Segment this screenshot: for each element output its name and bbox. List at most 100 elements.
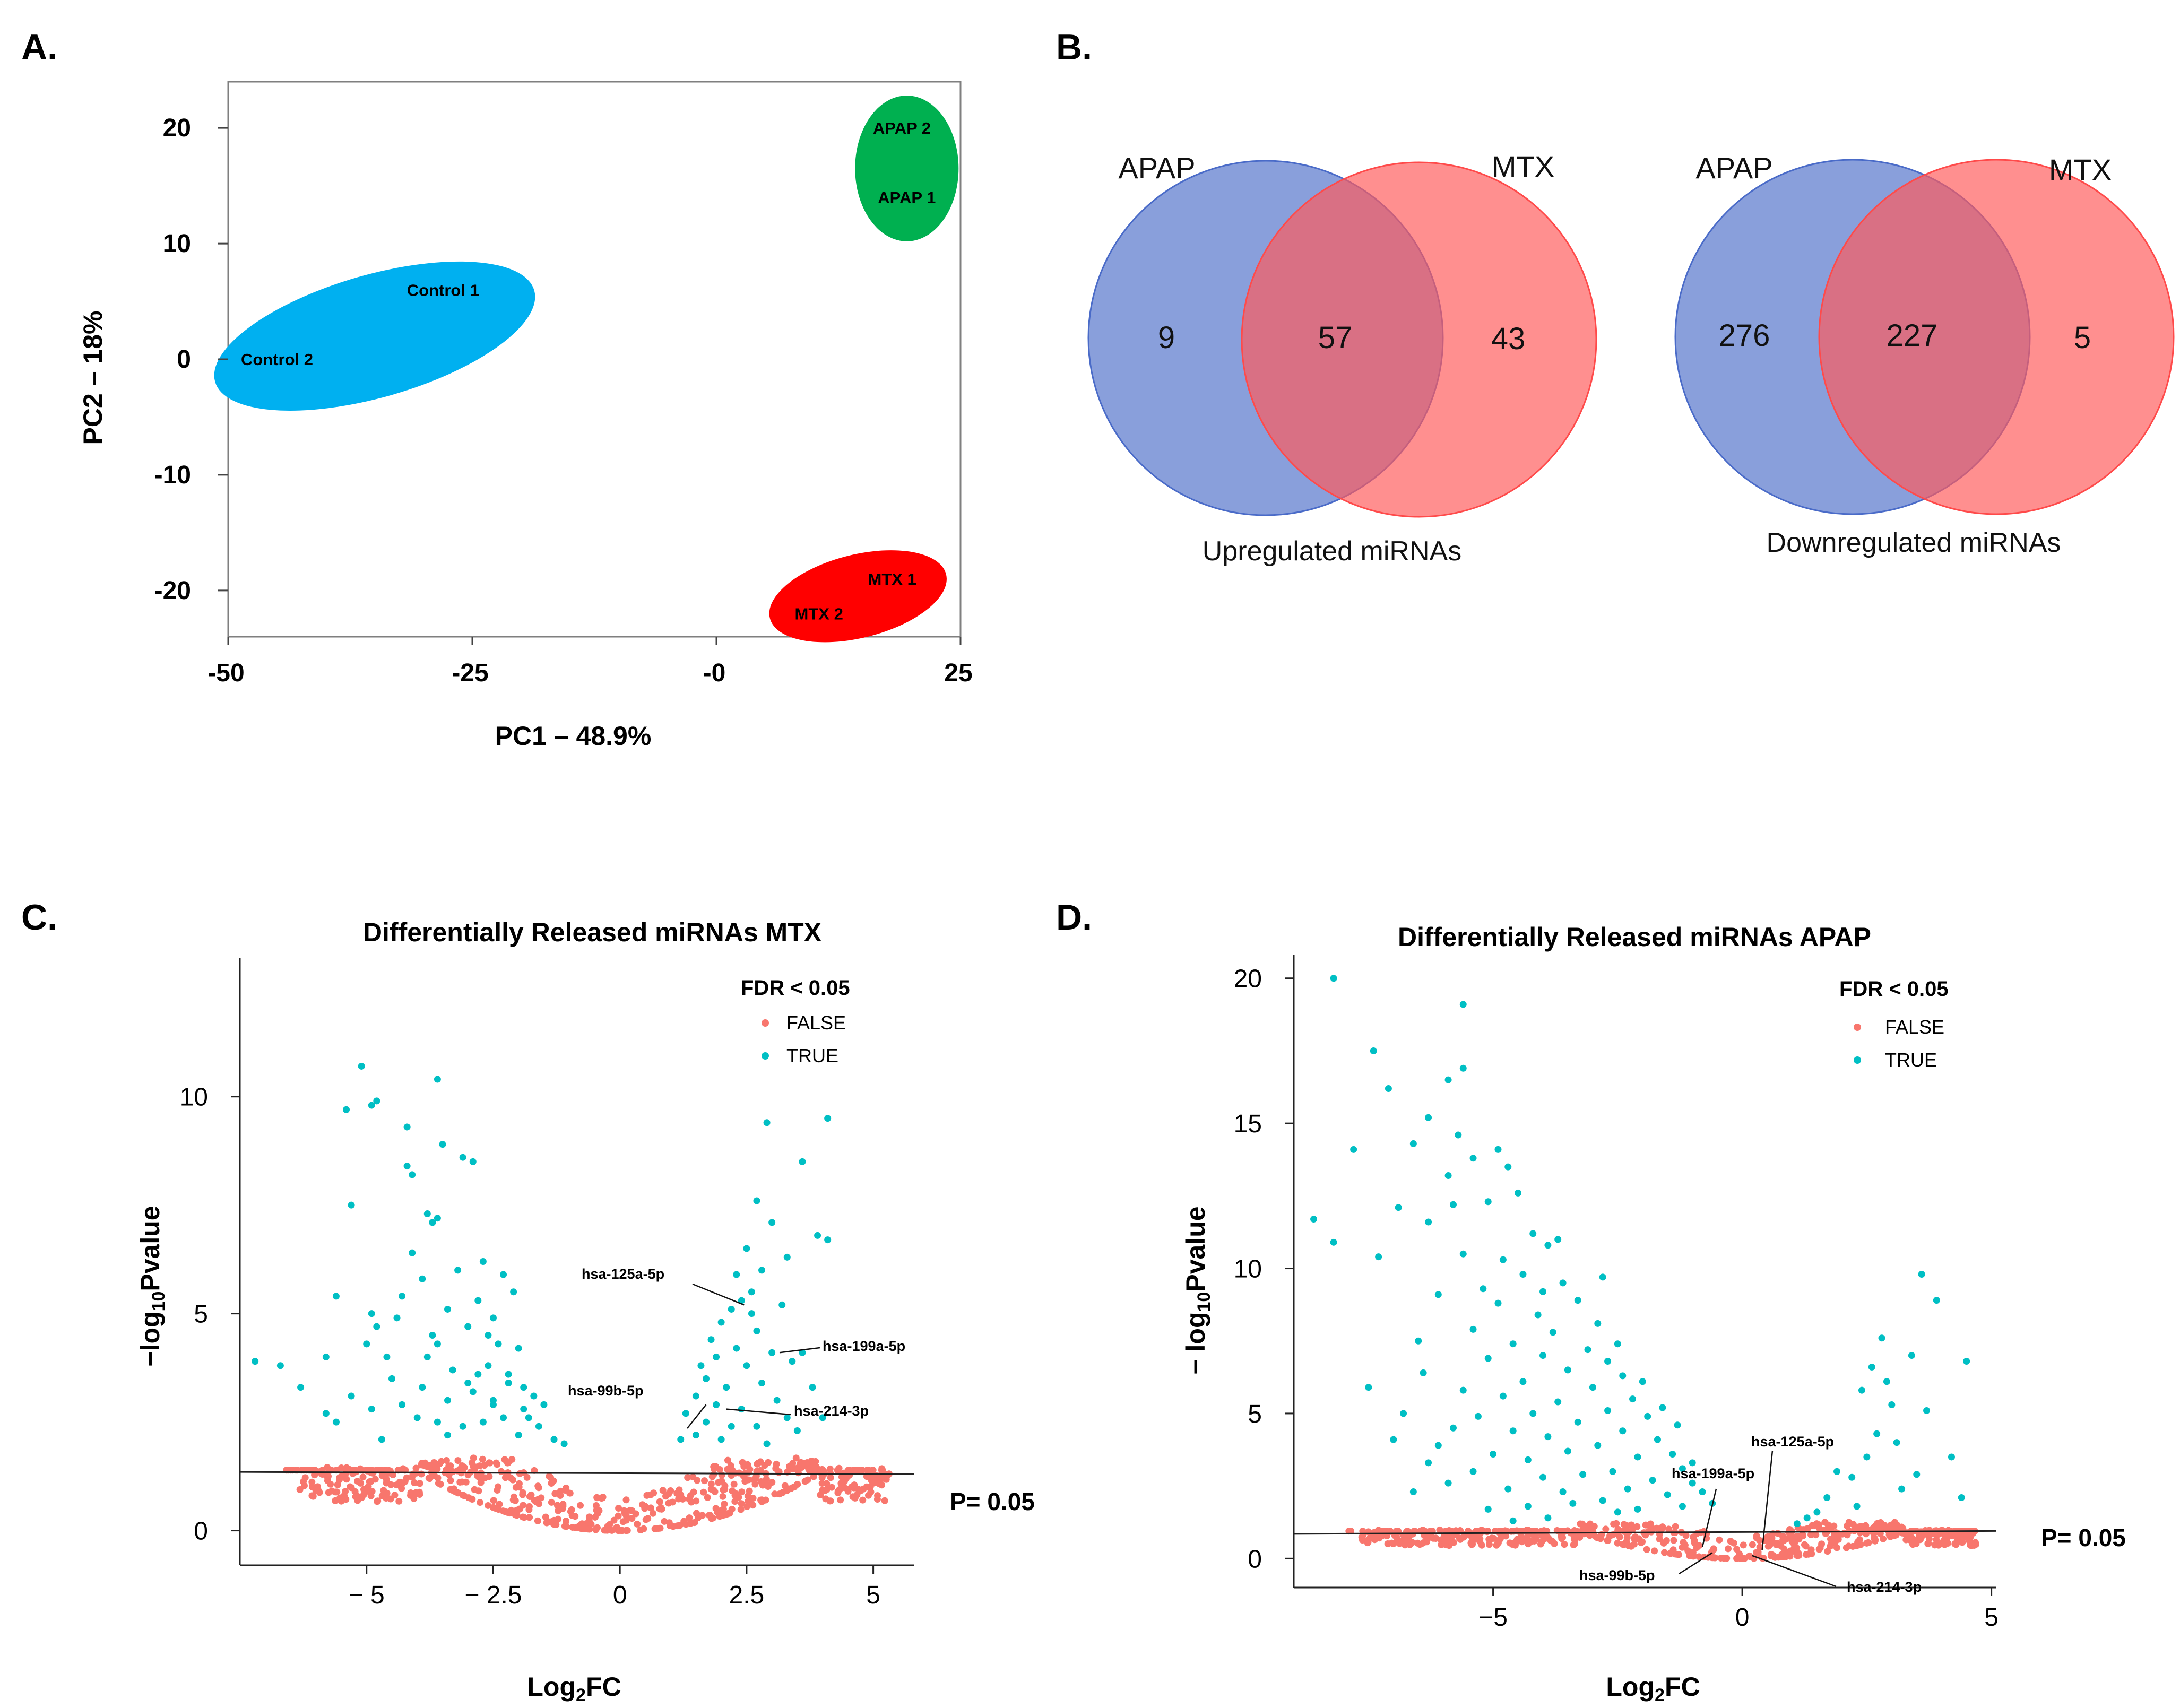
true-point — [363, 1340, 370, 1348]
true-point — [444, 1432, 452, 1439]
false-point — [624, 1527, 631, 1534]
false-point — [538, 1494, 545, 1502]
true-point — [753, 1327, 760, 1334]
venn-down-apap-label: APAP — [1695, 151, 1772, 185]
false-point — [1824, 1548, 1831, 1555]
false-point — [512, 1511, 519, 1519]
venn-down-only-apap: 276 — [1719, 318, 1770, 353]
legend-true-marker — [1854, 1056, 1861, 1064]
false-point — [1971, 1539, 1979, 1546]
false-point — [775, 1469, 783, 1476]
true-point — [1833, 1468, 1841, 1475]
false-point — [1522, 1535, 1530, 1542]
true-point — [530, 1392, 538, 1400]
false-point — [1723, 1555, 1731, 1562]
false-point — [1666, 1550, 1674, 1557]
true-point — [1509, 1517, 1517, 1524]
y-tick-label: 0 — [194, 1518, 208, 1546]
x-tick-label: −5 — [1478, 1603, 1508, 1632]
false-point — [479, 1455, 486, 1463]
volcano-apap-axes: −5 0 5 0 5 10 15 20 — [1234, 955, 1999, 1632]
false-point — [494, 1461, 501, 1468]
true-point — [500, 1414, 507, 1421]
true-point — [1599, 1273, 1606, 1281]
false-point — [688, 1498, 695, 1506]
false-point — [434, 1466, 441, 1473]
false-point — [1680, 1539, 1687, 1546]
false-point — [572, 1513, 579, 1520]
false-point — [1647, 1520, 1655, 1528]
x-tick-label: − 5 — [349, 1581, 385, 1609]
false-point — [1737, 1555, 1744, 1562]
true-point — [1330, 1238, 1337, 1246]
false-point — [559, 1503, 567, 1510]
false-point — [416, 1480, 423, 1487]
false-point — [656, 1498, 663, 1505]
annotation-leader-line — [1752, 1555, 1837, 1588]
false-point — [1628, 1521, 1635, 1529]
false-point — [700, 1488, 707, 1496]
false-point — [662, 1493, 670, 1500]
false-point — [378, 1492, 386, 1499]
false-point — [586, 1525, 593, 1533]
false-point — [622, 1496, 630, 1504]
false-point — [561, 1487, 569, 1494]
true-point — [692, 1432, 699, 1439]
false-point — [519, 1491, 526, 1498]
false-point — [421, 1462, 428, 1469]
false-point — [720, 1505, 727, 1513]
true-point — [469, 1388, 477, 1395]
true-point — [368, 1310, 375, 1317]
true-point — [434, 1340, 441, 1348]
false-point — [1790, 1541, 1798, 1548]
false-point — [1665, 1525, 1673, 1533]
false-point — [606, 1521, 613, 1528]
volcano-mtx-legend: FDR < 0.05 FALSE TRUE — [741, 976, 850, 1067]
true-point — [713, 1401, 720, 1408]
false-point — [568, 1506, 575, 1513]
true-point — [753, 1423, 760, 1430]
false-point — [477, 1499, 484, 1506]
false-point — [359, 1473, 367, 1481]
false-point — [1403, 1537, 1411, 1544]
volcano-apap-legend-true: TRUE — [1885, 1049, 1937, 1071]
true-point — [464, 1323, 472, 1330]
false-point — [380, 1487, 387, 1494]
false-point — [367, 1492, 375, 1499]
true-point — [525, 1414, 532, 1421]
true-point — [1409, 1140, 1417, 1147]
true-point — [1484, 1198, 1492, 1206]
false-point — [658, 1504, 665, 1511]
true-point — [783, 1253, 791, 1261]
true-point — [1365, 1384, 1372, 1391]
false-point — [1384, 1540, 1391, 1548]
false-point — [1558, 1535, 1565, 1542]
false-point — [1795, 1551, 1803, 1559]
true-point — [1425, 1459, 1432, 1467]
false-point — [642, 1503, 649, 1510]
false-point — [1561, 1541, 1568, 1548]
false-point — [1468, 1541, 1475, 1548]
true-point — [1529, 1230, 1537, 1237]
pca-x-axis-title: PC1 – 48.9% — [495, 721, 652, 751]
annotation-label: hsa-214-3p — [1847, 1579, 1922, 1595]
y-tick-label: 15 — [1234, 1110, 1262, 1138]
true-point — [717, 1436, 725, 1443]
true-point — [485, 1362, 492, 1369]
true-point — [1434, 1442, 1442, 1449]
false-point — [1643, 1546, 1650, 1553]
false-point — [818, 1480, 826, 1487]
false-point — [1864, 1539, 1872, 1547]
panel-a-letter: A. — [21, 27, 57, 67]
true-point — [1813, 1508, 1821, 1516]
false-point — [1786, 1553, 1794, 1560]
p-threshold-line — [239, 1471, 914, 1475]
false-point — [738, 1500, 745, 1507]
true-point — [1564, 1447, 1571, 1455]
false-point — [1756, 1544, 1763, 1551]
false-point — [1589, 1523, 1597, 1530]
false-point — [550, 1477, 557, 1485]
false-point — [765, 1459, 772, 1466]
false-point — [745, 1476, 752, 1484]
false-point — [643, 1492, 651, 1499]
